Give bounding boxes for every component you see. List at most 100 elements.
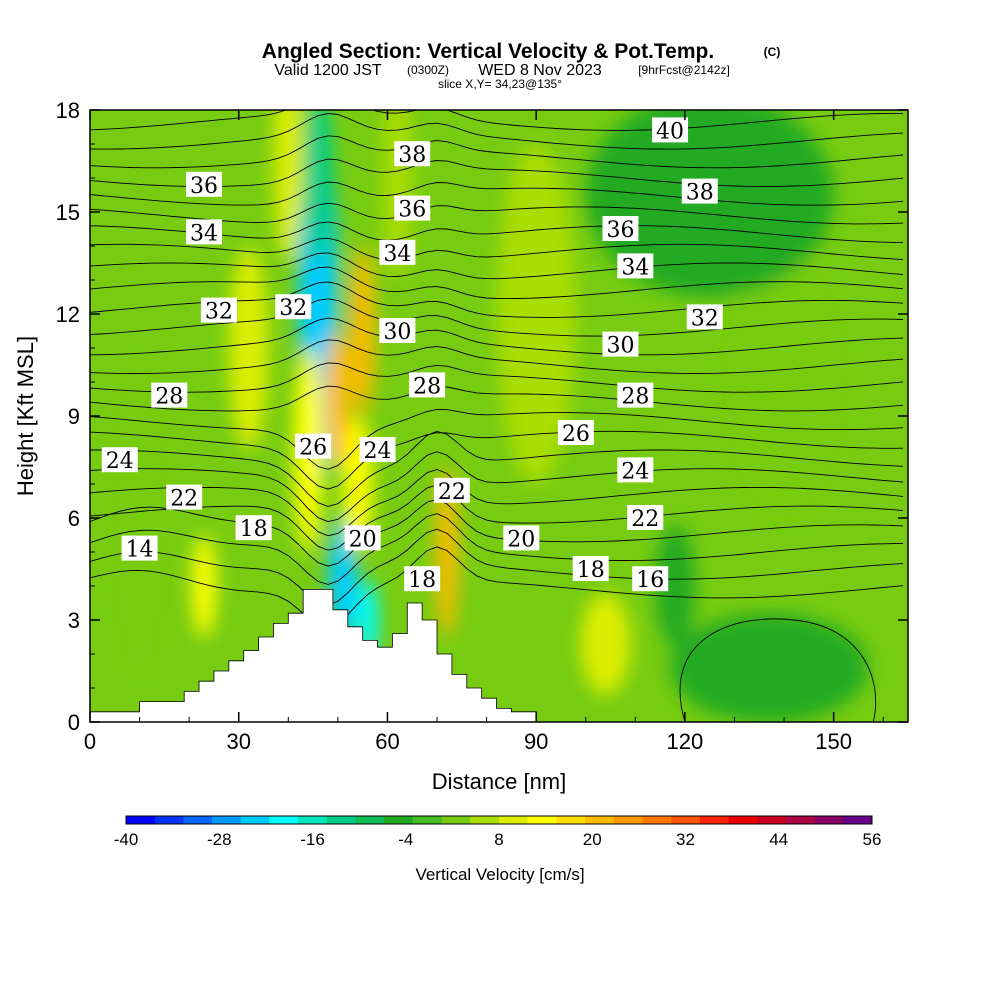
- isentrope-line: [90, 135, 904, 169]
- y-tick-label: 12: [56, 302, 80, 327]
- contour-label: 36: [602, 216, 639, 243]
- isentrope-line: [90, 430, 904, 507]
- contour-label-text: 20: [349, 527, 377, 552]
- colorbar-swatch: [269, 816, 299, 824]
- colorbar-swatch: [728, 816, 758, 824]
- contour-label: 20: [344, 525, 381, 552]
- contour-label-box: [166, 484, 203, 510]
- isentrope-line: [90, 298, 904, 337]
- colorbar-swatch: [757, 816, 787, 824]
- contour-label-box: [652, 117, 689, 143]
- colorbar-swatch: [183, 816, 213, 824]
- contour-label-box: [186, 171, 223, 197]
- contour-label: 38: [681, 178, 718, 206]
- contour-label-text: 38: [398, 143, 426, 168]
- contour-label-text: 26: [299, 436, 327, 461]
- x-tick-label: 30: [226, 729, 250, 754]
- isentrope-line: [90, 339, 904, 374]
- contour-label-text: 18: [408, 568, 436, 593]
- contour-label-box: [503, 525, 540, 551]
- contour-label-box: [200, 297, 237, 323]
- contour-label-text: 32: [205, 300, 233, 325]
- contour-label-box: [681, 178, 718, 204]
- colorbar-swatch: [126, 816, 156, 824]
- contour-labels: 40 38 36 38 36 34 36 34 34 32 32 32 30 30 28 28 28 26 26 24…: [101, 117, 723, 593]
- isentrope-line: [90, 317, 904, 356]
- y-tick-label: 9: [68, 404, 80, 429]
- contour-label-text: 30: [606, 334, 634, 359]
- contour-label: 34: [617, 253, 654, 280]
- plot-area: 40 38 36 38 36 34 36 34 34 32 32 32 30 30 28 28 28 26 26 24…: [89, 109, 909, 723]
- colorbar-swatch: [556, 816, 586, 824]
- contour-label-text: 30: [383, 320, 411, 345]
- contour-label: 24: [359, 437, 396, 464]
- contour-label-box: [627, 505, 664, 530]
- contour-label: 28: [409, 372, 446, 399]
- contour-label: 32: [200, 297, 237, 325]
- contour-label-box: [572, 556, 609, 581]
- y-tick-label: 15: [56, 200, 80, 225]
- y-axis: 0 36 9 12 15 18: [56, 98, 908, 735]
- valid-time-utc: (0300Z): [407, 63, 449, 77]
- contour-label-text: 22: [438, 480, 466, 505]
- contour-label: 14: [121, 535, 158, 563]
- valid-time-local: Valid 1200 JST: [274, 62, 382, 79]
- y-tick-label: 3: [68, 608, 80, 633]
- contour-label-box: [344, 525, 381, 551]
- contour-label-box: [617, 382, 654, 408]
- colorbar-tick-label: -28: [207, 830, 232, 849]
- colorbar-swatch: [441, 816, 471, 824]
- forecast-info: [9hrFcst@2142z]: [638, 63, 730, 77]
- colorbar-title: Vertical Velocity [cm/s]: [415, 865, 584, 884]
- contour-label-box: [632, 566, 669, 592]
- colorbar-swatch: [527, 816, 557, 824]
- colorbar-swatch: [699, 816, 730, 824]
- colorbar-frame: [125, 815, 873, 825]
- velocity-cell: [228, 246, 269, 450]
- contour-label: 40: [652, 117, 689, 144]
- velocity-cell: [350, 246, 376, 416]
- colorbar-swatch: [384, 816, 414, 824]
- colorbar-swatch: [298, 816, 328, 824]
- velocity-cell: [670, 613, 869, 722]
- colorbar-swatch: [240, 816, 270, 824]
- contour-label-text: 16: [636, 568, 664, 593]
- contour-label-text: 36: [398, 198, 426, 223]
- velocity-cell: [496, 144, 576, 484]
- colorbar-swatch: [326, 816, 357, 824]
- contour-label: 18: [572, 556, 609, 583]
- contour-label-box: [394, 141, 431, 167]
- contour-label-box: [186, 219, 223, 245]
- contour-label: 26: [557, 420, 594, 447]
- colorbar-swatch: [212, 816, 242, 824]
- contour-label-box: [617, 253, 654, 279]
- contour-label-box: [602, 331, 639, 357]
- x-tick-label: 60: [375, 729, 399, 754]
- chart-title-block: Angled Section: Vertical Velocity & Pot.…: [262, 40, 781, 91]
- colorbar-tick-label: 20: [583, 830, 602, 849]
- contour-label-text: 36: [606, 218, 634, 243]
- y-tick-label: 0: [68, 710, 80, 735]
- contour-label: 32: [275, 294, 312, 321]
- isentrope-line: [90, 528, 904, 606]
- y-axis-title: Height [Kft MSL]: [13, 336, 38, 496]
- x-axis: 0 30 60 90 120 150: [84, 110, 884, 754]
- colorbar-tick-label: -4: [398, 830, 413, 849]
- contour-label-text: 40: [656, 119, 684, 144]
- contour-label-text: 28: [621, 385, 649, 410]
- contour-label-text: 20: [507, 527, 535, 552]
- isentrope-line: [90, 266, 904, 300]
- contour-label-box: [379, 239, 416, 265]
- isentrope-line: [90, 546, 904, 629]
- colorbar-tick-label: -40: [114, 830, 139, 849]
- contour-label-box: [433, 477, 470, 503]
- contour-label-text: 34: [190, 221, 218, 246]
- potential-temperature-contours: [90, 110, 904, 722]
- colorbar-swatch: [785, 816, 816, 824]
- contour-label-text: 38: [686, 181, 714, 206]
- contour-label-box: [557, 420, 594, 445]
- colorbar-tick-label: -16: [300, 830, 325, 849]
- contour-label-box: [359, 437, 396, 462]
- contour-label: 22: [166, 484, 203, 512]
